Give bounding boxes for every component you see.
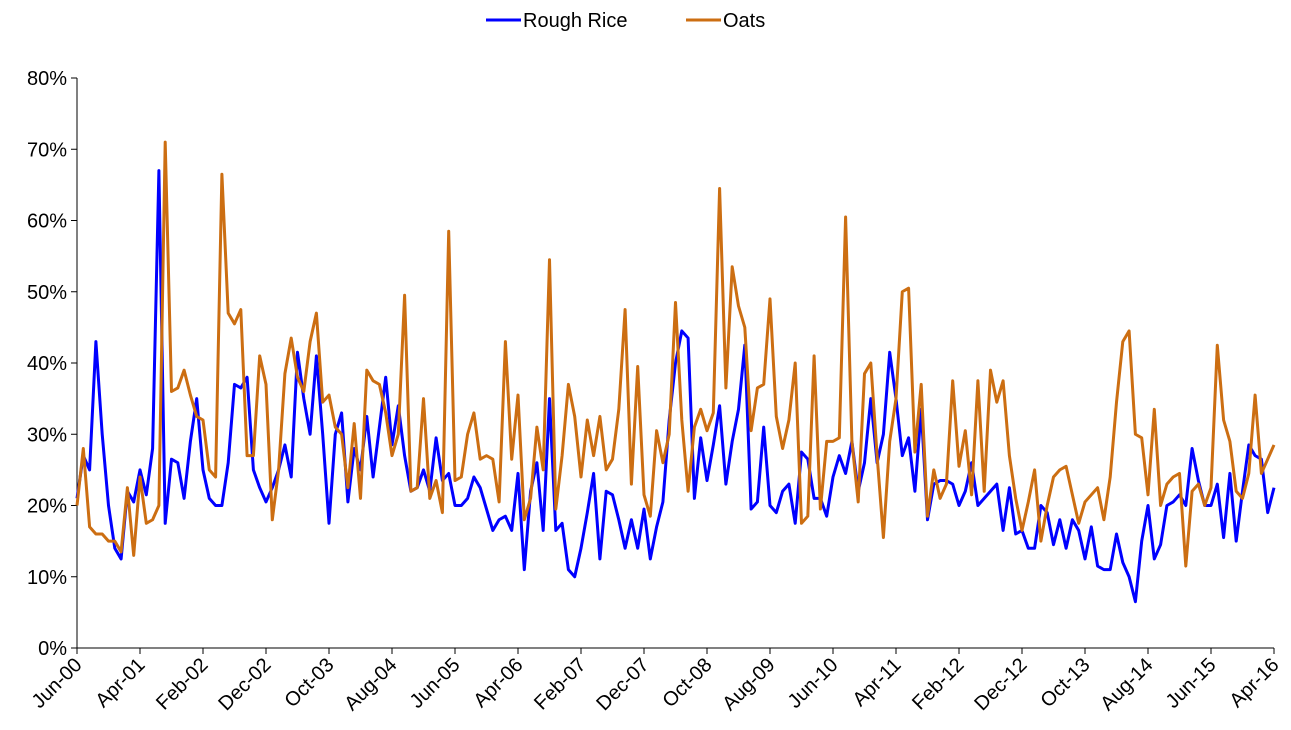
x-tick-label: Apr-01 [92, 654, 150, 712]
legend-label: Oats [723, 10, 765, 32]
x-tick-label: Dec-12 [970, 654, 1031, 715]
x-tick-label: Jun-05 [406, 654, 465, 713]
y-tick-label: 20% [27, 496, 67, 518]
x-tick-label: Oct-03 [281, 654, 339, 712]
x-tick-label: Jun-00 [28, 654, 87, 713]
y-tick-label: 10% [27, 567, 67, 589]
x-tick-label: Jun-15 [1162, 654, 1221, 713]
x-tick-label: Apr-16 [1226, 654, 1284, 712]
x-tick-label: Aug-09 [718, 654, 779, 715]
x-tick-label: Jun-10 [784, 654, 843, 713]
x-tick-label: Oct-13 [1037, 654, 1095, 712]
x-tick-label: Dec-07 [592, 654, 653, 715]
line-series [75, 140, 1276, 568]
x-tick-label: Oct-08 [659, 654, 717, 712]
legend-label: Rough Rice [523, 10, 628, 32]
y-tick-label: 50% [27, 282, 67, 304]
x-tick-label: Apr-11 [849, 654, 906, 711]
x-tick-label: Feb-02 [152, 654, 212, 714]
y-tick-label: 60% [27, 211, 67, 233]
x-tick-label: Feb-07 [530, 654, 590, 714]
x-tick-label: Dec-02 [214, 654, 275, 715]
x-tick-label: Aug-14 [1096, 654, 1157, 715]
y-tick-label: 0% [38, 638, 67, 660]
y-tick-label: 70% [27, 139, 67, 161]
x-tick-label: Feb-12 [908, 654, 968, 714]
y-tick-label: 40% [27, 353, 67, 375]
y-tick-label: 30% [27, 424, 67, 446]
y-tick-label: 80% [27, 68, 67, 90]
x-tick-label: Aug-04 [340, 654, 401, 715]
x-tick-label: Apr-06 [470, 654, 528, 712]
